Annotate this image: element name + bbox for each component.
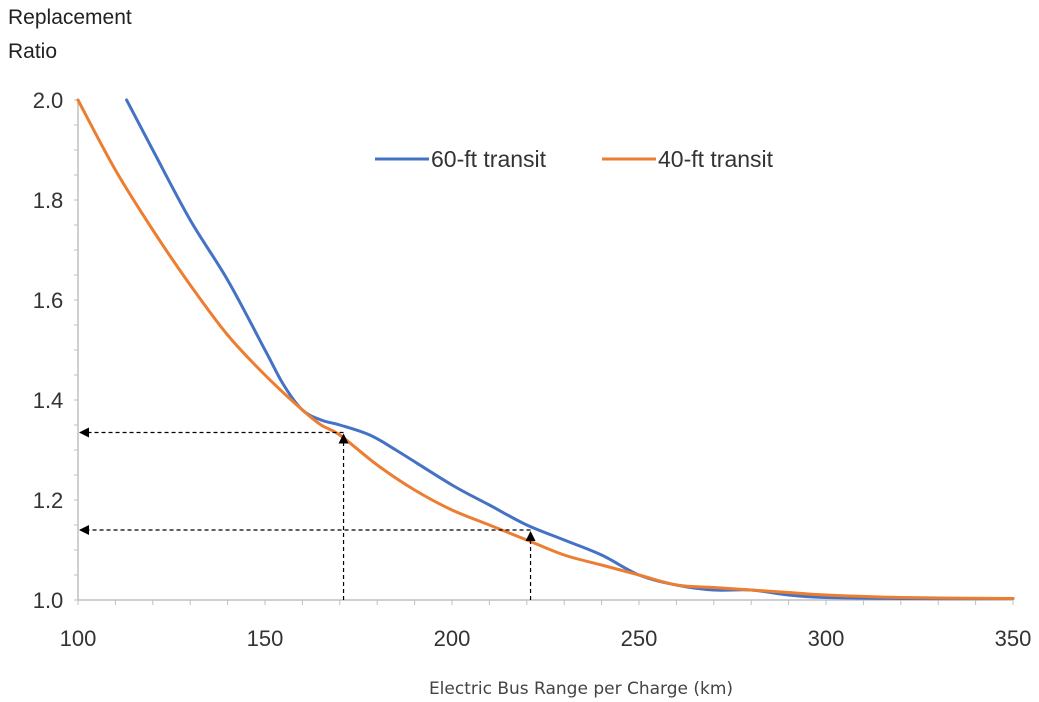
series-group: [76, 98, 1015, 601]
tick-group: 1.0 1.2 1.4 1.6 1.8 2.0 100 150 200 250 300 350: [33, 88, 1032, 651]
legend: 60-ft transit 40-ft transit: [375, 146, 774, 172]
x-tick-label: 350: [995, 626, 1032, 651]
y-axis-label-line-1: Replacement: [8, 6, 132, 29]
x-tick-label: 100: [60, 626, 97, 651]
y-tick-label: 1.2: [33, 488, 64, 513]
y-tick-label: 2.0: [33, 88, 64, 113]
y-tick-label: 1.0: [33, 588, 64, 613]
guide-group: [79, 427, 536, 600]
x-axis-label: Electric Bus Range per Charge (km): [429, 679, 733, 699]
series-line-1: [76, 98, 1015, 600]
x-tick-label: 300: [808, 626, 845, 651]
legend-label-1: 40-ft transit: [658, 146, 774, 172]
axes-group: [77, 100, 1013, 601]
legend-label-0: 60-ft transit: [431, 146, 547, 172]
x-tick-label: 200: [434, 626, 471, 651]
x-tick-label: 150: [247, 626, 284, 651]
series-line-0: [125, 98, 1015, 601]
y-tick-label: 1.4: [33, 388, 64, 413]
x-tick-label: 250: [621, 626, 658, 651]
y-tick-label: 1.6: [33, 288, 64, 313]
y-tick-label: 1.8: [33, 188, 64, 213]
y-axis-label-line-2: Ratio: [8, 40, 58, 63]
